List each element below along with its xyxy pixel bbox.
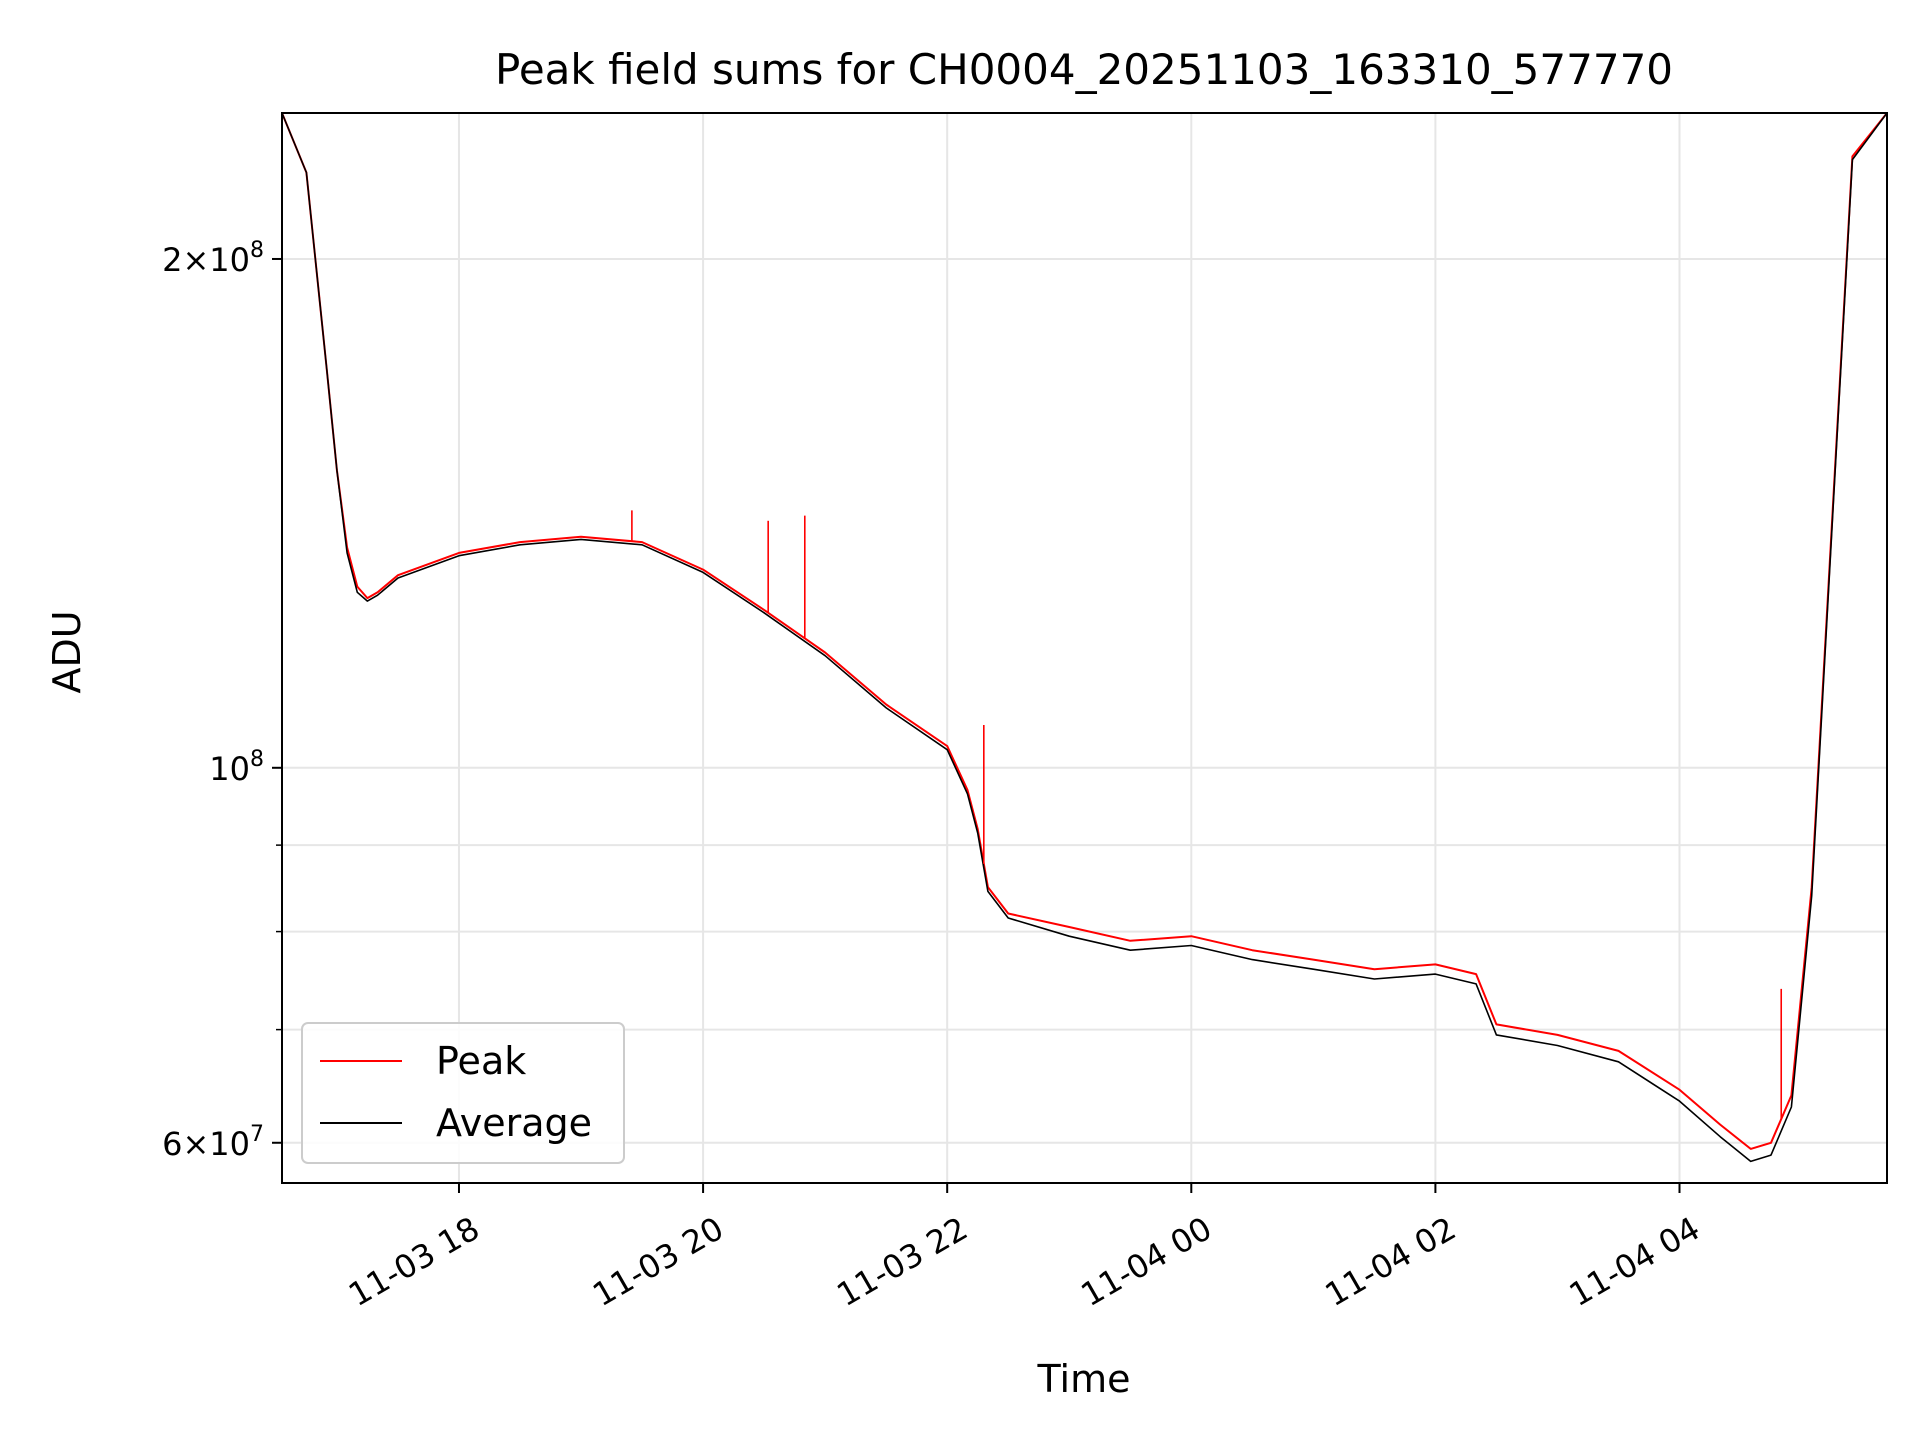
y-tick-label-exp: 8	[250, 238, 264, 263]
y-tick-label: 108	[209, 747, 264, 788]
series-line-peak	[281, 112, 1888, 1150]
legend-box	[301, 1022, 625, 1164]
legend: Peak Average	[301, 1022, 625, 1164]
y-tick-label-times: ×	[182, 1125, 209, 1163]
y-tick-label: 2×108	[162, 238, 264, 279]
y-tick-label-base: 10	[209, 1125, 250, 1163]
series-line-average	[281, 112, 1888, 1163]
plot-series	[281, 112, 1888, 1163]
x-axis-ticks: 11-03 18 11-03 20 11-03 22 11-04 00 11-04 02…	[342, 1183, 1706, 1314]
y-tick-label-base: 10	[209, 750, 250, 788]
grid-lines	[282, 113, 1887, 1183]
x-tick-label: 11-03 22	[830, 1209, 974, 1314]
x-tick-label: 11-04 04	[1563, 1209, 1707, 1314]
y-tick-label-mant: 2	[162, 241, 182, 279]
y-tick-label-mant: 6	[162, 1125, 182, 1163]
legend-label-average: Average	[436, 1101, 592, 1145]
x-tick-label: 11-04 02	[1319, 1209, 1463, 1314]
chart-title: Peak field sums for CH0004_20251103_1633…	[495, 45, 1673, 94]
x-axis-label: Time	[1037, 1357, 1131, 1401]
y-tick-label: 6×107	[162, 1122, 264, 1163]
y-tick-label-exp: 8	[250, 747, 264, 772]
x-tick-label: 11-03 18	[342, 1209, 486, 1314]
y-tick-label-base: 10	[209, 241, 250, 279]
x-tick-label: 11-03 20	[586, 1209, 730, 1314]
x-tick-label: 11-04 00	[1074, 1209, 1218, 1314]
y-tick-label-exp: 7	[250, 1122, 264, 1147]
legend-label-peak: Peak	[436, 1039, 526, 1083]
plot-frame	[281, 112, 1888, 1184]
y-tick-label-times: ×	[182, 241, 209, 279]
y-axis-label: ADU	[45, 610, 89, 693]
